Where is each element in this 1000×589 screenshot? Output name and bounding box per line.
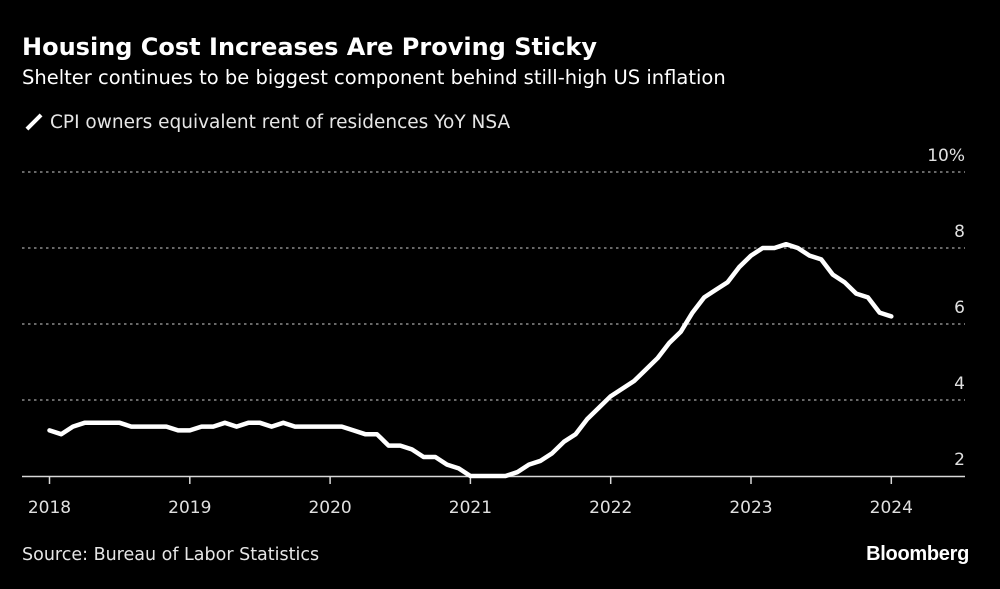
y-tick-label: 6 — [954, 298, 965, 318]
x-tick-label: 2019 — [168, 498, 211, 518]
y-tick-label: 8 — [954, 222, 965, 242]
series-line-oer-yoy — [47, 241, 894, 479]
x-axis: 2018 2019 2020 2021 2022 2023 2024 — [22, 475, 965, 518]
y-tick-label: 10% — [927, 146, 965, 166]
x-tick-label: 2024 — [870, 498, 913, 518]
grid-lines: 2 4 6 8 10% — [22, 146, 965, 470]
chart-subtitle: Shelter continues to be biggest componen… — [22, 66, 726, 89]
legend-label: CPI owners equivalent rent of residences… — [50, 111, 511, 133]
x-tick-label: 2020 — [308, 498, 351, 518]
y-tick-label: 4 — [954, 374, 965, 394]
legend: CPI owners equivalent rent of residences… — [22, 111, 510, 133]
bloomberg-logo: Bloomberg — [866, 543, 969, 565]
source-note: Source: Bureau of Labor Statistics — [22, 545, 320, 565]
x-tick-label: 2023 — [729, 498, 772, 518]
x-tick-label: 2018 — [28, 498, 71, 518]
series-layer — [47, 241, 894, 479]
x-tick-label: 2021 — [449, 498, 492, 518]
x-tick-label: 2022 — [589, 498, 632, 518]
y-tick-label: 2 — [954, 450, 965, 470]
chart-title: Housing Cost Increases Are Proving Stick… — [22, 33, 598, 61]
